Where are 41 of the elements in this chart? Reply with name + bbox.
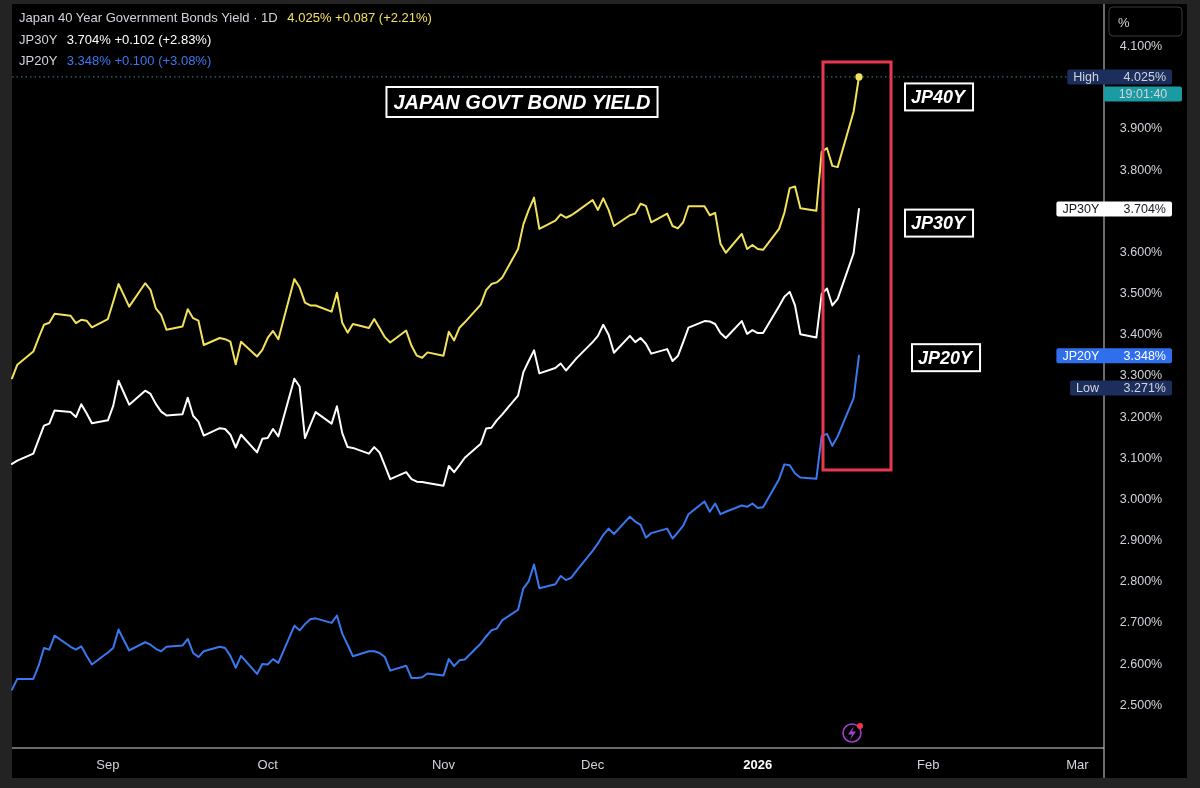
annotation: 4.025% +0.087 (+2.21%) (287, 10, 432, 25)
chart-subtitle: Japan 40 Year Government Bonds Yield · 1D (19, 10, 278, 25)
annotation: 3.704% +0.102 (+2.83%) (66, 31, 212, 47)
unit-button: % (1108, 6, 1183, 37)
x-tick-label: Mar (1066, 756, 1090, 772)
x-tick-label: Sep (96, 756, 120, 772)
y-axis-title: % (1118, 14, 1130, 30)
y-tick-label: 3.200% (1119, 409, 1163, 424)
annotation: High 4.025% (1073, 69, 1166, 84)
y-tick-label: 3.400% (1119, 327, 1163, 342)
text: JP20Y (918, 347, 975, 368)
annotation: Low 3.271% (1076, 381, 1166, 395)
y-tick-label: 2.600% (1119, 656, 1163, 671)
text: 19:01:40 (1118, 86, 1168, 101)
x-tick-label: Feb (917, 756, 940, 772)
x-tick-label: Dec (581, 756, 605, 772)
line-series (11, 354, 860, 691)
y-tick-label: 3.300% (1119, 368, 1163, 383)
text: JP40Y (911, 86, 968, 107)
x-tick-label: Nov (431, 756, 456, 772)
y-tick-label: 3.600% (1119, 244, 1163, 259)
y-tick-label: 3.100% (1119, 450, 1163, 465)
y-tick-label: 2.800% (1119, 574, 1163, 589)
x-tick-label: Oct (257, 756, 279, 772)
y-tick-label: 3.000% (1119, 491, 1163, 506)
text: JP30Y (911, 213, 968, 234)
y-tick-label: 4.100% (1119, 39, 1163, 54)
y-tick-label: 2.700% (1119, 615, 1163, 630)
y-tick-label: 3.800% (1119, 162, 1163, 177)
text: JAPAN GOVT BOND YIELD (393, 91, 651, 113)
x-tick-label: 2026 (743, 756, 773, 772)
y-tick-label: 2.900% (1119, 533, 1163, 548)
line-series (11, 208, 860, 487)
annotation: JP30Y 3.704% (1062, 202, 1166, 217)
annotation: JP20Y 3.348% (1062, 348, 1166, 363)
y-tick-label: 2.500% (1119, 697, 1163, 712)
y-tick-label: 3.900% (1119, 121, 1163, 136)
annotation: 3.348% +0.100 (+3.08%) (66, 53, 212, 68)
text: JP20Y (19, 53, 58, 68)
y-tick-label: 3.500% (1119, 286, 1163, 301)
text: JP30Y (19, 31, 58, 47)
